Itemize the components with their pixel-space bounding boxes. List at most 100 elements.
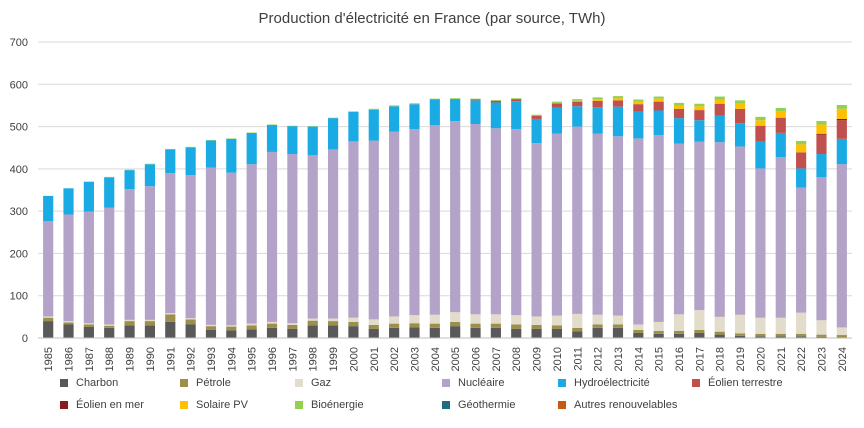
bar-segment bbox=[796, 336, 807, 338]
bar-segment bbox=[572, 126, 583, 314]
bar-segment bbox=[836, 327, 847, 336]
bar-segment bbox=[246, 329, 257, 338]
bar-stack bbox=[43, 195, 54, 338]
bar-segment bbox=[694, 103, 705, 107]
bar-segment bbox=[63, 214, 74, 322]
x-tick-label: 1995 bbox=[247, 347, 259, 371]
bar-segment bbox=[490, 323, 501, 328]
bar-segment bbox=[734, 335, 746, 338]
bar-segment bbox=[124, 189, 135, 320]
bar-segment bbox=[490, 314, 501, 324]
bar-segment bbox=[653, 110, 664, 136]
bar-segment bbox=[266, 327, 278, 338]
bar-segment bbox=[63, 321, 74, 323]
bar-segment bbox=[205, 167, 217, 325]
bar-segment bbox=[389, 131, 400, 317]
bar-segment bbox=[205, 324, 217, 327]
bar-segment bbox=[633, 111, 644, 139]
bar-segment bbox=[653, 101, 664, 111]
bar-segment bbox=[490, 128, 501, 315]
bar-segment bbox=[389, 327, 400, 338]
bar-stack bbox=[694, 103, 705, 338]
bar-segment bbox=[226, 138, 237, 173]
bar-segment bbox=[307, 126, 318, 156]
x-tick-label: 2016 bbox=[674, 347, 686, 371]
bar-stack bbox=[470, 98, 481, 338]
bar-segment bbox=[531, 116, 542, 119]
bar-segment bbox=[368, 319, 379, 325]
legend-item: Charbon bbox=[60, 377, 118, 389]
bar-segment bbox=[511, 324, 522, 329]
bar-segment bbox=[836, 108, 847, 119]
bar-segment bbox=[551, 133, 563, 316]
bar-segment bbox=[511, 98, 522, 100]
legend-item: Hydroélectricité bbox=[558, 377, 650, 389]
bar-stack bbox=[551, 101, 563, 338]
bar-segment bbox=[144, 186, 156, 320]
legend-swatch bbox=[295, 379, 303, 387]
bar-segment bbox=[633, 138, 644, 325]
bar-segment bbox=[836, 118, 847, 121]
x-tick-label: 1985 bbox=[43, 347, 55, 371]
x-tick-label: 2022 bbox=[796, 347, 808, 371]
bar-segment bbox=[612, 315, 624, 325]
x-tick-label: 1998 bbox=[308, 347, 320, 371]
bar-segment bbox=[450, 121, 461, 313]
x-tick-label: 1992 bbox=[186, 347, 198, 371]
bar-segment bbox=[83, 181, 94, 212]
y-tick-label: 600 bbox=[10, 79, 28, 91]
bar-stack bbox=[266, 124, 278, 338]
bar-segment bbox=[653, 135, 664, 322]
x-tick-label: 2013 bbox=[613, 347, 625, 371]
bar-segment bbox=[287, 154, 298, 324]
bar-segment bbox=[165, 173, 176, 314]
bar-segment bbox=[470, 323, 481, 328]
bar-segment bbox=[551, 325, 563, 329]
bar-segment bbox=[816, 124, 827, 134]
bar-segment bbox=[490, 102, 501, 129]
bar-segment bbox=[185, 147, 196, 176]
bar-segment bbox=[796, 140, 807, 145]
bar-segment bbox=[551, 315, 563, 326]
bar-segment bbox=[775, 333, 786, 337]
bar-segment bbox=[368, 108, 379, 110]
bar-segment bbox=[327, 318, 339, 322]
bar-stack bbox=[755, 116, 766, 338]
x-axis: 1985 1986 1987 1988 1989 1990 1991 1992 1993 1994… bbox=[43, 347, 849, 371]
legend-swatch bbox=[60, 401, 68, 409]
bar-segment bbox=[83, 324, 94, 328]
bar-segment bbox=[734, 314, 746, 334]
bar-segment bbox=[612, 96, 624, 99]
bar-segment bbox=[816, 334, 827, 337]
bar-segment bbox=[755, 336, 766, 338]
bar-stack bbox=[389, 105, 400, 338]
x-tick-label: 2005 bbox=[450, 347, 462, 371]
bar-segment bbox=[368, 324, 379, 329]
bar-segment bbox=[755, 333, 766, 337]
bar-segment bbox=[796, 333, 807, 337]
legend-swatch bbox=[180, 401, 188, 409]
bar-segment bbox=[287, 126, 298, 155]
bar-segment bbox=[836, 164, 847, 328]
x-tick-label: 1994 bbox=[226, 347, 238, 371]
bar-segment bbox=[409, 103, 420, 105]
y-tick-label: 100 bbox=[10, 291, 28, 303]
bar-segment bbox=[673, 105, 685, 109]
bar-segment bbox=[43, 195, 54, 222]
bar-segment bbox=[104, 325, 115, 328]
bar-segment bbox=[714, 99, 725, 104]
bar-stack bbox=[511, 98, 522, 338]
x-tick-label: 2020 bbox=[755, 347, 767, 371]
bar-segment bbox=[694, 120, 705, 142]
x-tick-label: 2002 bbox=[389, 347, 401, 371]
bar-segment bbox=[633, 329, 644, 333]
bar-segment bbox=[775, 157, 786, 318]
x-tick-label: 2010 bbox=[552, 347, 564, 371]
bar-segment bbox=[755, 125, 766, 142]
x-tick-label: 2000 bbox=[348, 347, 360, 371]
bar-segment bbox=[775, 107, 786, 112]
bar-segment bbox=[816, 336, 827, 338]
legend-item: Géothermie bbox=[442, 399, 515, 411]
bar-segment bbox=[83, 327, 94, 338]
legend-label: Pétrole bbox=[196, 377, 231, 389]
